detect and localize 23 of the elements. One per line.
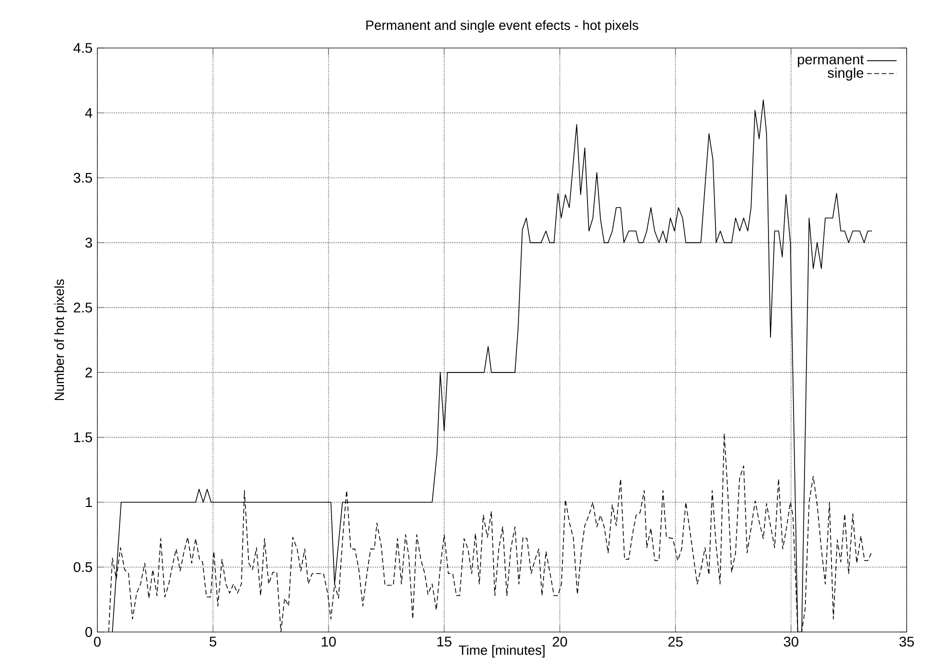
x-tick-label: 20 [552, 636, 568, 647]
chart-title: Permanent and single event efects - hot pixels [366, 20, 638, 33]
x-tick-label: 10 [322, 636, 336, 647]
x-tick-label: 5 [210, 636, 216, 646]
y-tick-label: 4 [85, 108, 92, 118]
x-tick-label: 35 [899, 636, 914, 647]
y-tick-label: 1 [86, 497, 92, 508]
y-tick-label: 3 [85, 238, 92, 248]
x-tick-label: 25 [668, 636, 683, 647]
y-tick-label: 3.5 [74, 172, 92, 183]
y-tick-label: 2.5 [74, 302, 92, 313]
x-tick-label: 0 [94, 636, 101, 647]
x-axis-title: Time [minutes] [458, 645, 545, 658]
legend-label: permanent [798, 55, 864, 68]
x-tick-label: 15 [437, 636, 452, 646]
y-tick-label: 0 [85, 627, 92, 637]
x-tick-label: 30 [784, 636, 798, 647]
y-tick-label: 0.5 [74, 562, 92, 572]
y-tick-label: 4.5 [73, 43, 92, 53]
y-tick-label: 1.5 [74, 432, 92, 442]
y-tick-label: 2 [86, 368, 92, 378]
legend-label: single [828, 68, 864, 81]
y-axis-title: Number of hot pixels [54, 279, 67, 400]
